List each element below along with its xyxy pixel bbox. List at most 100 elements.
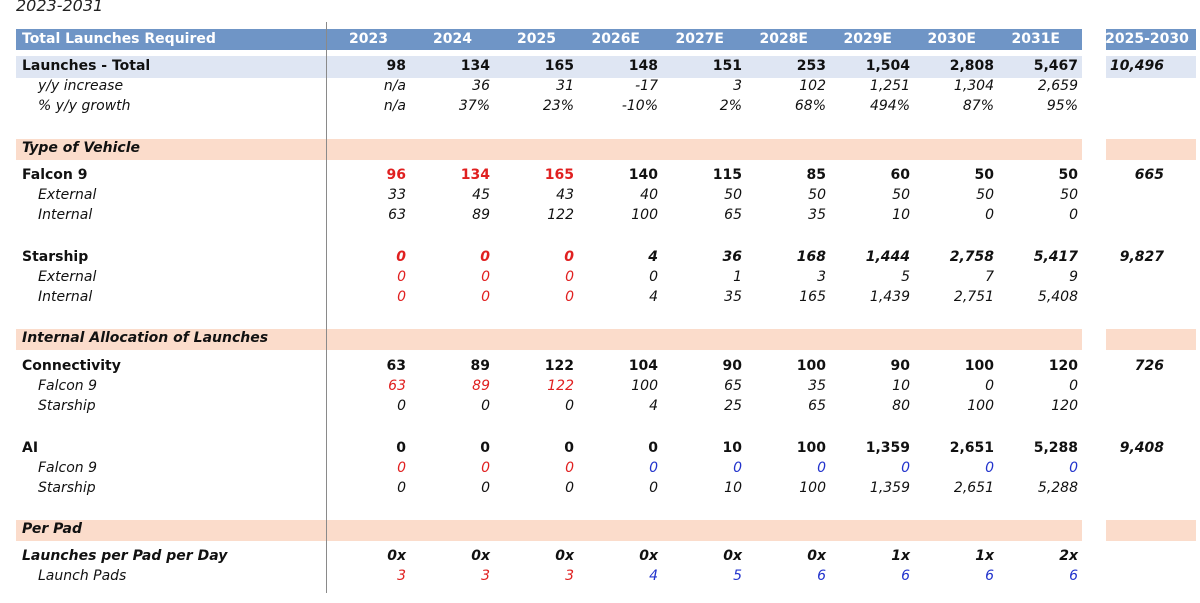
cell: 1,359 (865, 440, 910, 456)
row-label: y/y increase (38, 78, 124, 94)
table-row: Falcon 9 96 134 165 140 115 85 60 50 50 … (0, 167, 1200, 187)
cell: 2,659 (1037, 78, 1078, 94)
section-row: Type of Vehicle (0, 140, 1200, 160)
cell: 0 (1069, 460, 1078, 476)
cell: 104 (628, 358, 658, 374)
cell: 0 (1069, 378, 1078, 394)
cell: 0 (396, 440, 406, 456)
cell: 0x (555, 548, 574, 564)
cell: 165 (544, 58, 574, 74)
table-row: y/y increase n/a 36 31 -17 3 102 1,251 1… (0, 78, 1200, 98)
year-header: 2028E (759, 31, 808, 47)
cell: 253 (796, 58, 826, 74)
row-label: Internal (38, 207, 93, 223)
cell: 2,758 (949, 249, 994, 265)
table-row: Starship 0 0 0 0 10 100 1,359 2,651 5,28… (0, 480, 1200, 500)
cell: 0 (648, 440, 658, 456)
row-label: Starship (38, 480, 96, 496)
cell: 2x (1059, 548, 1078, 564)
row-label: External (38, 187, 97, 203)
cell: 1,359 (869, 480, 910, 496)
row-label: Starship (38, 398, 96, 414)
cell: 0 (565, 269, 574, 285)
year-header: 2029E (843, 31, 892, 47)
cell: 100 (796, 358, 826, 374)
row-label: % y/y growth (38, 98, 131, 114)
cell: 85 (806, 167, 826, 183)
total-cell: 726 (1134, 358, 1164, 374)
cell: 5,288 (1033, 440, 1078, 456)
cell: 140 (628, 167, 658, 183)
cell: 0 (817, 460, 826, 476)
cell: 89 (472, 207, 490, 223)
cell: 36 (722, 249, 742, 265)
cell: 494% (869, 98, 910, 114)
row-label: Launches - Total (22, 58, 151, 74)
row-label: Internal (38, 289, 93, 305)
cell: 0 (480, 440, 490, 456)
cell: 50 (976, 187, 994, 203)
table-row: Launches per Pad per Day 0x 0x 0x 0x 0x … (0, 548, 1200, 568)
cell: 98 (386, 58, 406, 74)
cell: 0 (985, 207, 994, 223)
cell: 2,808 (949, 58, 994, 74)
cell: 100 (631, 378, 658, 394)
table-row: Connectivity 63 89 122 104 90 100 90 100… (0, 358, 1200, 378)
cell: 0 (649, 480, 658, 496)
section-label: Internal Allocation of Launches (22, 330, 269, 346)
row-label: Launch Pads (38, 568, 127, 584)
cell: 0 (481, 398, 490, 414)
cell: 6 (1069, 568, 1078, 584)
cell: 134 (460, 167, 490, 183)
table-row: Falcon 9 0 0 0 0 0 0 0 0 0 (0, 460, 1200, 480)
section-band-pad (16, 520, 1082, 541)
table-row: % y/y growth n/a 37% 23% -10% 2% 68% 494… (0, 98, 1200, 118)
section-row: Internal Allocation of Launches (0, 330, 1200, 350)
year-header: 2031E (1011, 31, 1060, 47)
table-row: AI 0 0 0 0 10 100 1,359 2,651 5,288 9,40… (0, 440, 1200, 460)
cell: 40 (640, 187, 658, 203)
year-header: 2026E (591, 31, 640, 47)
cell: n/a (383, 98, 406, 114)
cell: 87% (962, 98, 994, 114)
cell: 0 (1069, 207, 1078, 223)
cell: 0 (901, 460, 910, 476)
row-label: Falcon 9 (22, 167, 88, 183)
table-row: Launches - Total 98 134 165 148 151 253 … (0, 58, 1200, 78)
year-header: 2027E (675, 31, 724, 47)
cell: 6 (817, 568, 826, 584)
cell: 0x (723, 548, 742, 564)
cell: 100 (631, 207, 658, 223)
cell: 63 (388, 378, 406, 394)
total-row-highlight (16, 56, 1082, 78)
cell: 100 (967, 398, 994, 414)
cell: 0 (565, 398, 574, 414)
year-header: 2030E (927, 31, 976, 47)
cell: 0 (481, 269, 490, 285)
cell: 80 (892, 398, 910, 414)
cell: 3 (397, 568, 406, 584)
cell: 89 (470, 358, 490, 374)
cell: 43 (556, 187, 574, 203)
cell: 120 (1051, 398, 1078, 414)
table-row: Falcon 9 63 89 122 100 65 35 10 0 0 (0, 378, 1200, 398)
cell: 60 (890, 167, 910, 183)
cell: 148 (628, 58, 658, 74)
cell: 1 (733, 269, 742, 285)
cell: 3 (481, 568, 490, 584)
cell: 0 (481, 460, 490, 476)
cell: 0 (649, 460, 658, 476)
cell: 1,251 (869, 78, 910, 94)
cell: 0 (985, 460, 994, 476)
row-label: AI (22, 440, 39, 456)
cell: 36 (472, 78, 490, 94)
cell: 2,651 (949, 440, 994, 456)
cell: 50 (974, 167, 994, 183)
row-label: Launches per Pad per Day (22, 548, 228, 564)
cell: 50 (892, 187, 910, 203)
year-header: 2025 (517, 31, 556, 47)
cell: 0 (397, 398, 406, 414)
cell: 90 (722, 358, 742, 374)
cell: 2,651 (953, 480, 994, 496)
cell: 0 (985, 378, 994, 394)
